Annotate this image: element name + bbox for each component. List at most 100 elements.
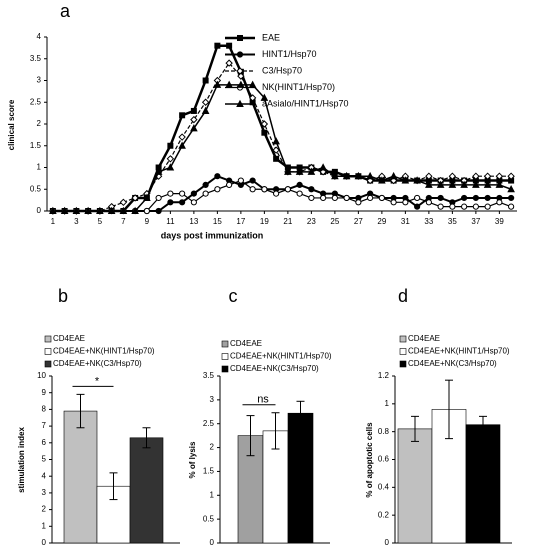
- y-tick-label: 3.5: [30, 54, 42, 63]
- point: [225, 59, 233, 67]
- x-tick-label: 1: [51, 217, 56, 226]
- legend-label: CD4EAE+NK(C3/Hsp70): [408, 359, 497, 368]
- y-tick-label: 2: [210, 443, 215, 452]
- y-tick-label: 0.2: [378, 510, 390, 519]
- panel-letter: a: [60, 1, 71, 21]
- point: [143, 193, 151, 201]
- x-tick-label: 19: [260, 217, 269, 226]
- point: [425, 180, 433, 188]
- point: [166, 155, 175, 163]
- point: [179, 112, 186, 119]
- point: [237, 80, 245, 88]
- point: [155, 194, 162, 202]
- x-tick-label: 13: [189, 217, 198, 226]
- legend-label: CD4EAE+NK(HINT1/Hsp70): [408, 347, 510, 356]
- y-axis-label: clinical score: [7, 99, 16, 150]
- point: [355, 199, 362, 206]
- point: [425, 199, 432, 206]
- error-bar: [411, 415, 419, 442]
- series-line: [52, 62, 512, 212]
- point: [214, 186, 221, 193]
- point: [225, 80, 233, 88]
- y-tick-label: 0.5: [30, 184, 42, 193]
- point: [449, 203, 456, 210]
- point: [472, 180, 480, 188]
- legend-label: CD4EAE+NK(C3/Hsp70): [53, 359, 142, 368]
- x-tick-label: 35: [448, 217, 457, 226]
- x-tick-label: 15: [213, 217, 222, 226]
- point: [378, 176, 386, 184]
- point: [202, 190, 209, 197]
- point: [425, 172, 433, 180]
- x-tick-label: 21: [283, 217, 292, 226]
- point: [273, 190, 280, 197]
- point: [237, 72, 245, 80]
- point: [495, 180, 504, 188]
- legend-swatch: [399, 360, 407, 368]
- error-bar: [445, 379, 453, 440]
- legend-swatch: [44, 348, 52, 355]
- point: [202, 181, 209, 188]
- point: [354, 171, 363, 180]
- legend-label: C3/Hsp70: [262, 65, 302, 75]
- x-tick-label: 25: [330, 217, 339, 226]
- bar: [465, 424, 501, 544]
- y-tick-label: 1.5: [203, 467, 215, 476]
- point: [261, 186, 268, 193]
- y-axis-label: stimulation index: [17, 427, 26, 493]
- x-tick-label: 17: [236, 217, 245, 226]
- point: [483, 172, 492, 180]
- point: [167, 190, 174, 197]
- legend-swatch: [44, 360, 52, 368]
- point: [414, 203, 421, 210]
- legend-marker: [236, 51, 244, 58]
- x-tick-label: 23: [307, 217, 316, 226]
- legend-label: CD4EAE: [53, 334, 85, 343]
- x-tick-label: 9: [145, 217, 150, 226]
- legend-label: NK(HINT1/Hsp70): [262, 82, 335, 92]
- point: [178, 141, 186, 149]
- bar: [63, 410, 98, 544]
- y-tick-label: 4: [37, 32, 42, 41]
- point: [154, 167, 163, 175]
- error-bar: [296, 400, 305, 426]
- point: [472, 172, 480, 180]
- x-tick-label: 11: [166, 217, 175, 226]
- point: [201, 106, 210, 114]
- legend-swatch: [44, 335, 52, 343]
- x-tick-label: 37: [471, 217, 480, 226]
- x-tick-label: 29: [377, 217, 386, 226]
- point: [190, 115, 198, 124]
- point: [72, 206, 81, 214]
- point: [296, 190, 303, 197]
- point: [272, 146, 280, 154]
- point: [390, 199, 397, 206]
- y-tick-label: 1.5: [30, 141, 42, 150]
- point: [437, 203, 444, 210]
- y-tick-label: 9: [42, 388, 47, 397]
- point: [496, 199, 503, 206]
- y-axis-label: % of lysis: [188, 441, 197, 478]
- panel-letter: c: [229, 286, 238, 306]
- y-tick-label: 3: [42, 488, 47, 497]
- error-bar: [142, 427, 151, 449]
- error-bar: [109, 472, 118, 501]
- error-bar: [246, 415, 255, 457]
- bar: [129, 437, 164, 544]
- point: [331, 194, 338, 202]
- y-tick-label: 0.5: [203, 514, 215, 523]
- point: [190, 190, 197, 197]
- point: [320, 194, 327, 202]
- legend-marker: [236, 67, 244, 75]
- y-tick-label: 0: [42, 538, 47, 547]
- point: [437, 194, 444, 202]
- point: [49, 206, 57, 214]
- y-tick-label: 10: [37, 371, 46, 380]
- point: [155, 207, 162, 215]
- point: [60, 206, 69, 214]
- point: [272, 137, 280, 145]
- point: [472, 203, 479, 210]
- point: [508, 194, 515, 202]
- point: [295, 167, 304, 175]
